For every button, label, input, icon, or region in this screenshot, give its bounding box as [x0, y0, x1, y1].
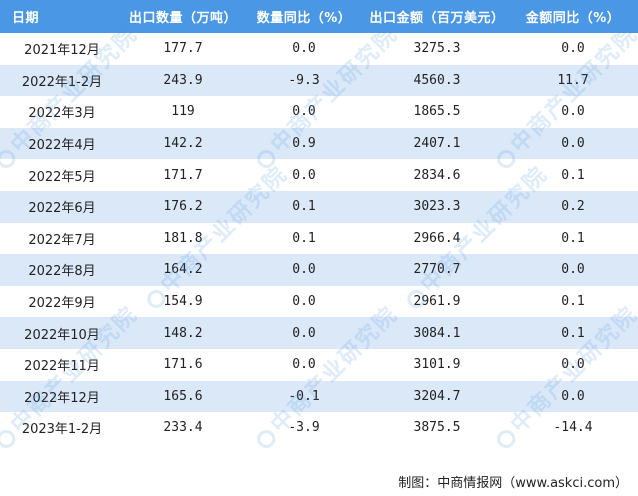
cell-volume-yoy: 0.1 — [242, 190, 366, 223]
cell-export-value: 1865.5 — [366, 96, 508, 128]
source-credit: 制图：中商情报网（www.askci.com） — [398, 476, 628, 491]
cell-export-value: 3023.3 — [366, 190, 508, 223]
cell-value-yoy: 0.1 — [508, 222, 638, 255]
table-row: 2022年5月 171.7 0.0 2834.6 0.1 — [0, 159, 638, 191]
table-row: 2022年8月 164.2 0.0 2770.7 0.0 — [0, 254, 638, 286]
cell-value-yoy: 0.0 — [508, 33, 638, 65]
cell-volume-yoy: -3.9 — [242, 412, 366, 444]
cell-value-yoy: -14.4 — [508, 412, 638, 444]
cell-export-volume: 243.9 — [124, 64, 242, 97]
table-header: 日期 出口数量（万吨） 数量同比（%） 出口金额（百万美元） 金额同比（%） — [0, 0, 638, 33]
cell-volume-yoy: 0.0 — [242, 348, 366, 381]
cell-value-yoy: 0.1 — [508, 159, 638, 191]
cell-date: 2022年5月 — [0, 159, 124, 191]
cell-value-yoy: 0.2 — [508, 190, 638, 223]
cell-date: 2022年10月 — [0, 317, 124, 349]
cell-value-yoy: 0.0 — [508, 96, 638, 128]
cell-export-value: 4560.3 — [366, 64, 508, 97]
cell-export-volume: 119 — [124, 96, 242, 128]
cell-export-value: 2834.6 — [366, 159, 508, 191]
table-row: 2022年3月 119 0.0 1865.5 0.0 — [0, 96, 638, 128]
cell-volume-yoy: -0.1 — [242, 380, 366, 413]
cell-date: 2022年4月 — [0, 127, 124, 160]
cell-value-yoy: 0.0 — [508, 348, 638, 381]
export-data-table: 日期 出口数量（万吨） 数量同比（%） 出口金额（百万美元） 金额同比（%） 2… — [0, 0, 638, 444]
table-row: 2022年11月 171.6 0.0 3101.9 0.0 — [0, 348, 638, 381]
cell-export-volume: 154.9 — [124, 285, 242, 318]
cell-value-yoy: 0.0 — [508, 127, 638, 160]
cell-date: 2022年6月 — [0, 190, 124, 223]
cell-volume-yoy: 0.0 — [242, 285, 366, 318]
table-row: 2022年4月 142.2 0.9 2407.1 0.0 — [0, 127, 638, 160]
header-export-value: 出口金额（百万美元） — [366, 0, 508, 33]
cell-date: 2022年11月 — [0, 348, 124, 381]
cell-export-volume: 177.7 — [124, 33, 242, 65]
cell-date: 2022年7月 — [0, 222, 124, 255]
header-row: 日期 出口数量（万吨） 数量同比（%） 出口金额（百万美元） 金额同比（%） — [0, 0, 638, 33]
table-row: 2022年10月 148.2 0.0 3084.1 0.1 — [0, 317, 638, 349]
header-date: 日期 — [0, 0, 124, 33]
cell-export-value: 3875.5 — [366, 412, 508, 444]
table-row: 2022年12月 165.6 -0.1 3204.7 0.0 — [0, 380, 638, 413]
cell-export-volume: 142.2 — [124, 127, 242, 160]
cell-date: 2022年8月 — [0, 254, 124, 286]
cell-date: 2023年1-2月 — [0, 412, 124, 444]
cell-value-yoy: 0.1 — [508, 285, 638, 318]
cell-date: 2021年12月 — [0, 33, 124, 65]
cell-export-volume: 164.2 — [124, 254, 242, 286]
header-value-yoy: 金额同比（%） — [508, 0, 638, 33]
cell-export-volume: 171.6 — [124, 348, 242, 381]
cell-value-yoy: 11.7 — [508, 64, 638, 97]
cell-export-volume: 171.7 — [124, 159, 242, 191]
table-row: 2022年1-2月 243.9 -9.3 4560.3 11.7 — [0, 64, 638, 97]
cell-date: 2022年12月 — [0, 380, 124, 413]
table-body: 2021年12月 177.7 0.0 3275.3 0.0 2022年1-2月 243.9-… — [0, 33, 638, 444]
footer: 制图：中商情报网（www.askci.com） — [0, 464, 638, 496]
cell-export-value: 2407.1 — [366, 127, 508, 160]
cell-value-yoy: 0.0 — [508, 254, 638, 286]
cell-export-volume: 148.2 — [124, 317, 242, 349]
cell-date: 2022年9月 — [0, 285, 124, 318]
cell-export-value: 2961.9 — [366, 285, 508, 318]
header-volume-yoy: 数量同比（%） — [242, 0, 366, 33]
cell-export-volume: 176.2 — [124, 190, 242, 223]
cell-date: 2022年3月 — [0, 96, 124, 128]
cell-export-value: 3084.1 — [366, 317, 508, 349]
cell-volume-yoy: -9.3 — [242, 64, 366, 97]
cell-export-volume: 181.8 — [124, 222, 242, 255]
cell-export-value: 2966.4 — [366, 222, 508, 255]
cell-date: 2022年1-2月 — [0, 64, 124, 97]
header-export-volume: 出口数量（万吨） — [124, 0, 242, 33]
cell-volume-yoy: 0.0 — [242, 317, 366, 349]
cell-export-volume: 165.6 — [124, 380, 242, 413]
cell-volume-yoy: 0.9 — [242, 127, 366, 160]
table-row: 2022年6月 176.2 0.1 3023.3 0.2 — [0, 190, 638, 223]
cell-volume-yoy: 0.0 — [242, 159, 366, 191]
cell-export-volume: 233.4 — [124, 412, 242, 444]
cell-volume-yoy: 0.0 — [242, 96, 366, 128]
cell-value-yoy: 0.0 — [508, 380, 638, 413]
cell-export-value: 2770.7 — [366, 254, 508, 286]
table-row: 2022年7月 181.8 0.1 2966.4 0.1 — [0, 222, 638, 255]
cell-volume-yoy: 0.1 — [242, 222, 366, 255]
table-row: 2023年1-2月 233.4 -3.9 3875.5 -14.4 — [0, 412, 638, 444]
table-row: 2022年9月 154.9 0.0 2961.9 0.1 — [0, 285, 638, 318]
cell-export-value: 3101.9 — [366, 348, 508, 381]
cell-export-value: 3275.3 — [366, 33, 508, 65]
table-row: 2021年12月 177.7 0.0 3275.3 0.0 — [0, 33, 638, 65]
cell-volume-yoy: 0.0 — [242, 254, 366, 286]
cell-value-yoy: 0.1 — [508, 317, 638, 349]
cell-volume-yoy: 0.0 — [242, 33, 366, 65]
cell-export-value: 3204.7 — [366, 380, 508, 413]
